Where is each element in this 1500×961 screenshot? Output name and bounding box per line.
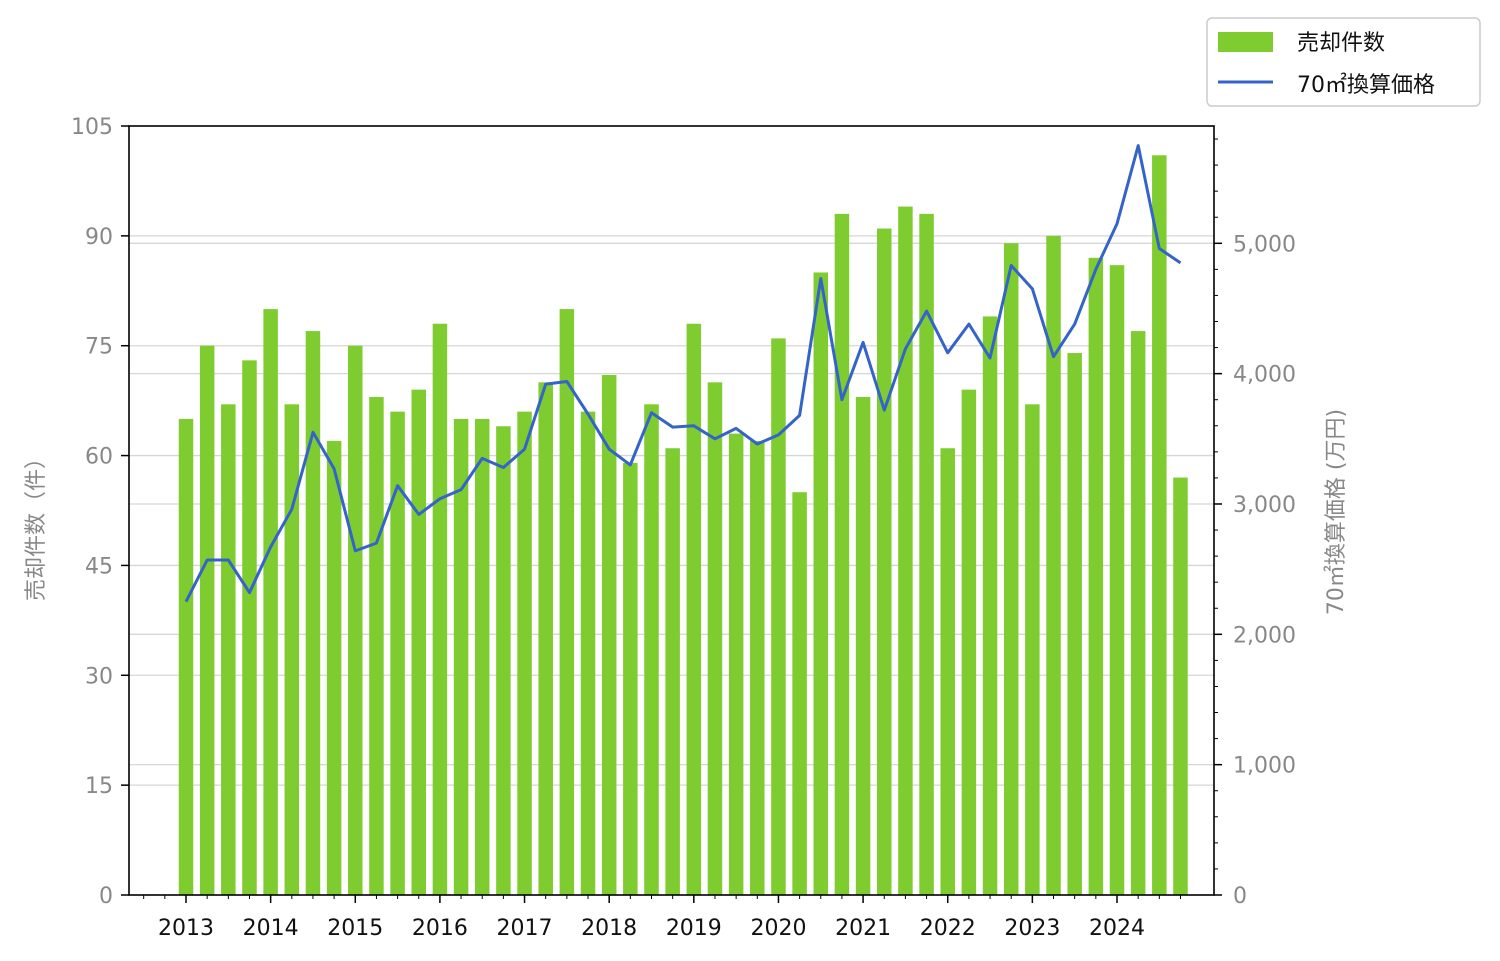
left-tick-label: 60: [85, 445, 113, 470]
right-tick-label: 2,000: [1233, 623, 1296, 648]
bar: [1130, 331, 1146, 896]
bar: [199, 345, 215, 895]
bar: [348, 345, 363, 895]
bar: [1173, 477, 1188, 895]
bar: [792, 492, 807, 895]
x-axis: 2013 2014 2015 2016 2017 2018 2019 2020 2021 2022…: [143, 895, 1181, 941]
price-line: [184, 144, 1182, 603]
bar: [665, 448, 680, 895]
bar: [453, 418, 469, 895]
left-tick-label: 75: [85, 335, 113, 360]
bar: [707, 382, 723, 895]
x-tick-label: 2022: [920, 916, 976, 941]
bar: [728, 433, 744, 895]
x-tick-label: 2021: [835, 916, 891, 941]
bar: [919, 213, 934, 895]
bar: [623, 462, 638, 895]
bar: [877, 228, 892, 896]
bar: [940, 448, 955, 895]
legend-bar-swatch: [1218, 32, 1273, 52]
left-axis: 0 15 30 45 60 75 90 105: [71, 115, 129, 909]
x-tick-label: 2013: [158, 916, 214, 941]
bar: [284, 404, 300, 895]
x-tick-label: 2016: [412, 916, 468, 941]
bar: [390, 411, 405, 895]
right-axis-title: 70㎡換算価格 (万円): [1323, 409, 1349, 615]
left-tick-label: 0: [99, 884, 113, 909]
bar: [750, 440, 765, 895]
bar-series: [178, 155, 1188, 896]
bar: [369, 396, 384, 895]
bar: [538, 382, 553, 895]
right-tick-label: 0: [1233, 884, 1247, 909]
bar: [1152, 155, 1167, 896]
bar: [855, 396, 871, 895]
bar: [813, 272, 829, 895]
legend-line-label: 70㎡換算価格: [1297, 72, 1435, 98]
bar: [496, 426, 511, 895]
right-tick-label: 3,000: [1233, 493, 1296, 518]
left-tick-label: 105: [71, 115, 113, 140]
legend: 売却件数 70㎡換算価格: [1206, 17, 1481, 107]
left-tick-label: 45: [85, 554, 113, 579]
left-tick-label: 90: [85, 225, 113, 250]
x-tick-label: 2015: [327, 916, 383, 941]
left-axis-title: 売却件数（件）: [24, 447, 49, 601]
bar: [221, 404, 236, 895]
bar: [1046, 235, 1061, 895]
bar: [961, 389, 977, 895]
bar: [474, 418, 490, 895]
bar: [834, 213, 850, 895]
legend-frame: [1206, 17, 1481, 107]
bar: [517, 411, 532, 895]
bar: [771, 338, 786, 895]
right-axis: 0 1,000 2,000 3,000 4,000 5,000: [1214, 138, 1296, 909]
bar: [644, 404, 659, 895]
bar: [1067, 353, 1082, 895]
bar: [601, 375, 617, 895]
x-tick-label: 2020: [750, 916, 806, 941]
bar: [411, 389, 426, 895]
legend-bar-label: 売却件数: [1297, 31, 1385, 56]
bar: [432, 323, 448, 895]
bar: [982, 316, 998, 895]
x-tick-label: 2014: [243, 916, 299, 941]
bar: [559, 309, 575, 896]
x-tick-label: 2018: [581, 916, 637, 941]
right-tick-label: 1,000: [1233, 754, 1296, 779]
right-tick-label: 4,000: [1233, 363, 1296, 388]
x-tick-label: 2019: [666, 916, 722, 941]
bar: [686, 323, 702, 895]
line-series: [184, 144, 1182, 603]
bar: [1003, 243, 1019, 895]
bar: [263, 309, 278, 896]
x-tick-label: 2017: [497, 916, 553, 941]
bar: [1025, 404, 1040, 895]
bar: [1088, 257, 1104, 895]
bar: [178, 418, 194, 895]
right-tick-label: 5,000: [1233, 232, 1296, 257]
x-tick-label: 2024: [1089, 916, 1145, 941]
x-tick-label: 2023: [1004, 916, 1060, 941]
bar: [326, 440, 342, 895]
bar: [580, 411, 596, 895]
bar: [1109, 265, 1125, 896]
left-tick-label: 30: [85, 664, 113, 689]
bar: [898, 206, 913, 896]
bar: [305, 331, 321, 896]
bar: [242, 360, 257, 895]
plot-frame: [128, 125, 1215, 896]
left-tick-label: 15: [85, 774, 113, 799]
